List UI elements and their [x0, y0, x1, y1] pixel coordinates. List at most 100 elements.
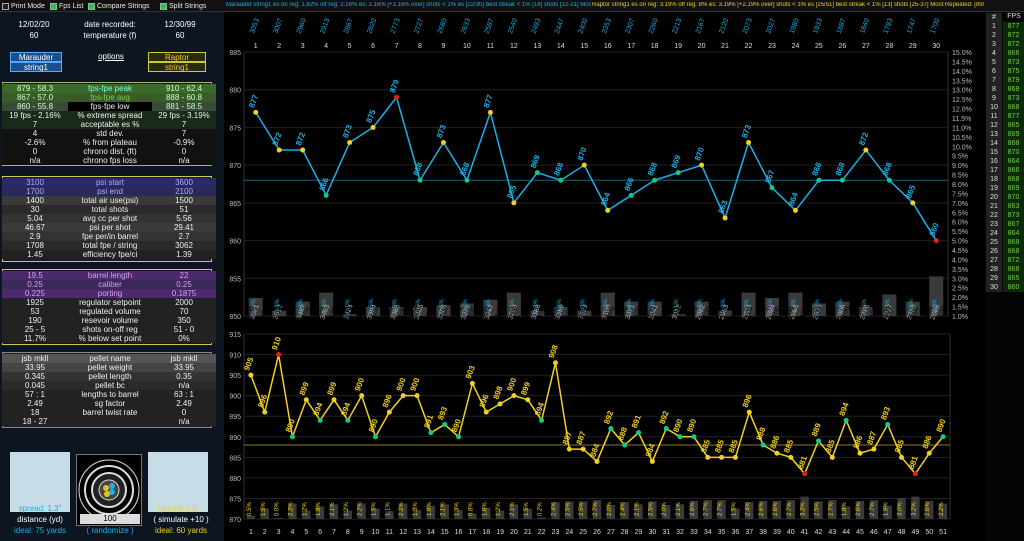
- value-1[interactable]: 0.25: [27, 280, 43, 289]
- shot-fps[interactable]: 875: [1003, 67, 1024, 76]
- value-2[interactable]: 2.7: [178, 232, 190, 241]
- data-point[interactable]: [417, 177, 423, 183]
- data-point[interactable]: [857, 450, 863, 456]
- value-1[interactable]: 33.95: [24, 363, 46, 372]
- data-point[interactable]: [910, 200, 916, 206]
- data-point[interactable]: [774, 450, 780, 456]
- data-point[interactable]: [760, 442, 766, 448]
- value-1[interactable]: 1.45: [27, 250, 43, 259]
- data-point[interactable]: [552, 360, 558, 366]
- value-1[interactable]: 11.7%: [23, 334, 47, 343]
- data-point[interactable]: [636, 430, 642, 436]
- shot-fps[interactable]: 864: [1003, 157, 1024, 166]
- data-point[interactable]: [926, 450, 932, 456]
- fps-list-checkbox[interactable]: Fps List: [50, 1, 84, 11]
- value-1[interactable]: jsb mkll: [21, 354, 49, 363]
- value-2[interactable]: 2000: [175, 298, 193, 307]
- data-point[interactable]: [456, 434, 462, 440]
- value-2[interactable]: 0: [181, 147, 187, 156]
- value-2[interactable]: 3062: [175, 241, 193, 250]
- shot-fps[interactable]: 868: [1003, 265, 1024, 274]
- data-point[interactable]: [580, 446, 586, 452]
- shot-fps[interactable]: 873: [1003, 94, 1024, 103]
- shot-fps[interactable]: 866: [1003, 166, 1024, 175]
- value-2[interactable]: 33.95: [173, 363, 195, 372]
- value-2[interactable]: 29 fps - 3.19%: [158, 111, 210, 120]
- value-1[interactable]: 879 - 58.3: [16, 84, 54, 93]
- data-point[interactable]: [802, 471, 808, 477]
- value-2[interactable]: 5.56: [176, 214, 192, 223]
- data-point[interactable]: [719, 454, 725, 460]
- data-point[interactable]: [400, 393, 406, 399]
- value-2[interactable]: 63 : 1: [173, 390, 194, 399]
- data-point[interactable]: [262, 409, 268, 415]
- data-point[interactable]: [663, 426, 669, 432]
- data-point[interactable]: [792, 207, 798, 213]
- data-point[interactable]: [317, 417, 323, 423]
- shot-fps[interactable]: 869: [1003, 130, 1024, 139]
- data-point[interactable]: [746, 140, 752, 146]
- shot-fps[interactable]: 870: [1003, 148, 1024, 157]
- distance-input[interactable]: 100: [80, 514, 140, 524]
- value-1[interactable]: 30: [30, 205, 40, 214]
- value-1[interactable]: 1700: [26, 187, 44, 196]
- date-2[interactable]: 12/30/99: [164, 20, 196, 29]
- shot-fps[interactable]: 877: [1003, 112, 1024, 121]
- value-1[interactable]: 867 - 57.0: [16, 93, 54, 102]
- shot-fps[interactable]: 873: [1003, 211, 1024, 220]
- shot-fps[interactable]: 867: [1003, 220, 1024, 229]
- split-strings-checkbox[interactable]: Split Strings: [160, 1, 206, 11]
- data-point[interactable]: [497, 401, 503, 407]
- data-point[interactable]: [442, 421, 448, 427]
- data-point[interactable]: [899, 454, 905, 460]
- data-point[interactable]: [722, 215, 728, 221]
- data-point[interactable]: [359, 393, 365, 399]
- data-point[interactable]: [248, 372, 254, 378]
- data-point[interactable]: [331, 397, 337, 403]
- value-2[interactable]: 51 - 0: [173, 325, 195, 334]
- data-point[interactable]: [469, 380, 475, 386]
- data-point[interactable]: [675, 170, 681, 176]
- data-point[interactable]: [649, 458, 655, 464]
- shot-fps[interactable]: 865: [1003, 274, 1024, 283]
- data-point[interactable]: [303, 397, 309, 403]
- data-point[interactable]: [691, 434, 697, 440]
- data-point[interactable]: [394, 94, 400, 100]
- data-point[interactable]: [815, 438, 821, 444]
- data-point[interactable]: [428, 430, 434, 436]
- value-2[interactable]: 888 - 60.8: [165, 93, 203, 102]
- value-2[interactable]: 51: [179, 205, 189, 214]
- value-2[interactable]: 70: [179, 307, 189, 316]
- value-1[interactable]: 46.67: [24, 223, 46, 232]
- data-point[interactable]: [886, 177, 892, 183]
- value-1[interactable]: 0.345: [24, 372, 46, 381]
- value-2[interactable]: 350: [177, 316, 191, 325]
- data-point[interactable]: [871, 446, 877, 452]
- data-point[interactable]: [732, 454, 738, 460]
- value-1[interactable]: -2.6%: [24, 138, 46, 147]
- data-point[interactable]: [345, 417, 351, 423]
- data-point[interactable]: [276, 147, 282, 153]
- date-1[interactable]: 12/02/20: [18, 20, 50, 29]
- data-point[interactable]: [558, 177, 564, 183]
- shot-fps[interactable]: 865: [1003, 121, 1024, 130]
- options-button[interactable]: options: [98, 52, 124, 61]
- value-1[interactable]: 19 fps - 2.16%: [9, 111, 61, 120]
- value-1[interactable]: 4: [32, 129, 38, 138]
- data-point[interactable]: [885, 421, 891, 427]
- value-1[interactable]: 2.9: [29, 232, 41, 241]
- value-2[interactable]: 0.1875: [171, 289, 197, 298]
- data-point[interactable]: [863, 147, 869, 153]
- gun2-select[interactable]: Raptor: [148, 52, 206, 62]
- shot-fps[interactable]: 868: [1003, 139, 1024, 148]
- value-1[interactable]: 2.49: [27, 399, 43, 408]
- shot-fps[interactable]: 868: [1003, 247, 1024, 256]
- data-point[interactable]: [594, 458, 600, 464]
- data-point[interactable]: [839, 177, 845, 183]
- data-point[interactable]: [370, 124, 376, 130]
- data-point[interactable]: [843, 417, 849, 423]
- shot-fps[interactable]: 860: [1003, 283, 1024, 292]
- data-point[interactable]: [414, 393, 420, 399]
- value-1[interactable]: 190: [28, 316, 42, 325]
- compare-strings-checkbox[interactable]: Compare Strings: [88, 1, 150, 11]
